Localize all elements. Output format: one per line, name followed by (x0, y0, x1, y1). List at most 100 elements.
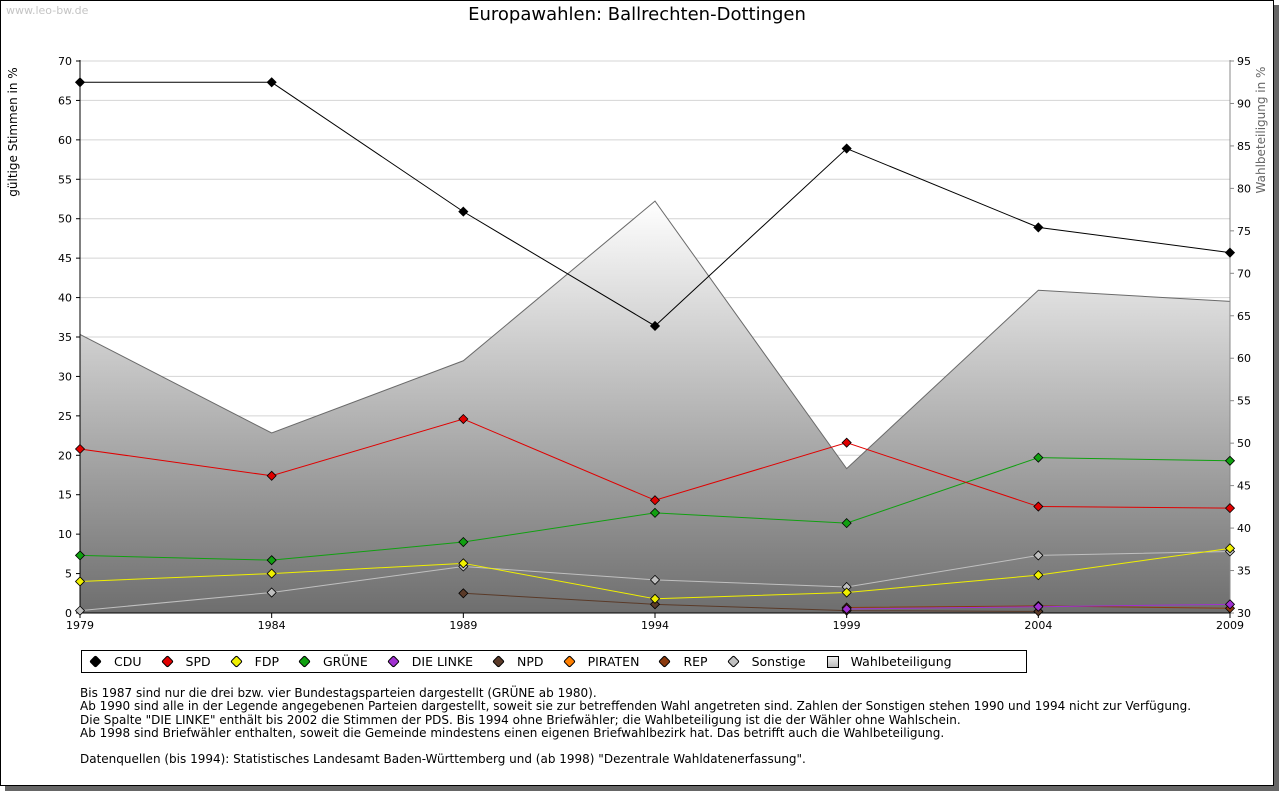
data-point (1033, 550, 1044, 561)
chart-title: Europawahlen: Ballrechten-Dottingen (468, 4, 806, 25)
y-tick-label: 35 (58, 331, 72, 344)
y-tick-label: 10 (58, 528, 72, 541)
y-tick-label: 30 (58, 370, 72, 383)
legend-item: CDU (89, 654, 142, 669)
y-tick-label: 40 (58, 292, 72, 305)
legend-marker (492, 655, 505, 668)
legend-item: SPD (160, 654, 211, 669)
data-point (649, 507, 661, 518)
note-line: Ab 1998 sind Briefwähler enthalten, sowe… (80, 725, 945, 740)
data-point (1033, 501, 1044, 512)
y-tick-label: 0 (65, 607, 72, 620)
x-tick-label: 1984 (258, 619, 286, 632)
legend-label: NPD (517, 654, 544, 669)
legend-item: PIRATEN (562, 654, 639, 669)
legend-label: CDU (114, 654, 142, 669)
data-point (266, 587, 277, 598)
data-point (266, 568, 277, 579)
data-point (841, 518, 852, 529)
legend-label: REP (683, 654, 708, 669)
notes: Bis 1987 sind nur die drei bzw. vier Bun… (80, 686, 1192, 767)
data-point (458, 413, 469, 425)
x-tick-label: 1999 (833, 619, 861, 632)
y2-tick-label: 70 (1237, 267, 1251, 280)
turnout-line (79, 200, 1231, 470)
note-line: Bis 1987 sind nur die drei bzw. vier Bun… (80, 686, 597, 700)
y-tick-label: 25 (58, 410, 72, 423)
data-point (1033, 601, 1044, 612)
y2-tick-label: 80 (1237, 182, 1251, 195)
legend-item: NPD (492, 654, 544, 669)
y2-tick-label: 35 (1237, 565, 1251, 578)
axes: 0 5 10 15 20 25 30 35 40 45 50 55 60 65 70 30 35 40 45 50 55… (58, 55, 1251, 632)
note-line: Ab 1990 sind alle in der Legende angegeb… (80, 699, 1192, 714)
x-tick-label: 1994 (641, 619, 669, 632)
legend-label: DIE LINKE (411, 654, 474, 669)
y2-tick-label: 60 (1237, 352, 1251, 365)
data-point (649, 593, 661, 604)
y2-tick-label: 40 (1237, 522, 1251, 535)
y-tick-label: 60 (58, 134, 72, 147)
watermark: www.leo-bw.de (6, 4, 89, 17)
data-point (1224, 599, 1236, 610)
y-tick-label: 45 (58, 252, 72, 265)
data-point (649, 320, 661, 332)
data-point (649, 599, 661, 610)
election-chart: Europawahlen: Ballrechten-Dottingen 0 5 10… (6, 4, 1268, 632)
legend-label: FDP (254, 654, 279, 669)
data-point (458, 588, 469, 599)
x-tick-label: 1979 (66, 619, 94, 632)
data-point (1224, 247, 1236, 258)
turnout-area-fill (80, 201, 1230, 613)
series-line (463, 592, 1039, 612)
legend-marker (229, 655, 243, 668)
data-point (649, 495, 661, 506)
y-tick-label: 5 (65, 568, 72, 581)
data-point (841, 437, 852, 448)
y-axis-label: gültige Stimmen in % (6, 67, 20, 196)
series-spd (74, 413, 1236, 514)
legend-item: REP (658, 654, 708, 669)
legend-marker (562, 655, 576, 668)
y-tick-label: 70 (58, 55, 72, 68)
data-point (266, 555, 277, 566)
y2-axis-label: Wahlbeteiligung in % (1254, 67, 1268, 194)
data-source: Datenquellen (bis 1994): Statistisches L… (80, 752, 806, 767)
data-point (1224, 503, 1236, 514)
legend-label: Sonstige (751, 654, 806, 669)
y-tick-label: 20 (58, 449, 72, 462)
series-die-linke (841, 599, 1236, 615)
data-point (1224, 455, 1236, 466)
data-point (1033, 570, 1044, 581)
y2-tick-label: 30 (1237, 607, 1251, 620)
data-point (74, 443, 86, 455)
data-point (1033, 222, 1044, 233)
y2-tick-label: 55 (1237, 395, 1251, 408)
data-point (841, 587, 852, 598)
note-line: Die Spalte "DIE LINKE" enthält bis 2002 … (80, 712, 961, 727)
y2-tick-label: 65 (1237, 310, 1251, 323)
legend-marker (826, 655, 839, 668)
data-point (74, 576, 86, 587)
data-point (841, 603, 852, 615)
legend: CDU SPD FDP GRÜNE DIE LINKE NPD PIRATEN REP Sons… (81, 650, 1027, 673)
legend-marker (160, 655, 174, 668)
data-point (266, 470, 277, 481)
legend-item: GRÜNE (298, 654, 368, 669)
y2-tick-label: 85 (1237, 140, 1251, 153)
y2-tick-label: 95 (1237, 55, 1251, 68)
data-point (74, 605, 86, 616)
legend-item: DIE LINKE (386, 654, 474, 669)
data-point (74, 550, 86, 561)
legend-marker (726, 655, 740, 668)
x-tick-label: 2009 (1216, 619, 1244, 632)
x-tick-label: 1989 (449, 619, 477, 632)
data-point (458, 536, 469, 548)
data-point (458, 558, 469, 569)
legend-item: FDP (229, 654, 279, 669)
data-point (649, 574, 661, 585)
y-tick-label: 65 (58, 94, 72, 107)
data-point (458, 206, 469, 217)
legend-marker (89, 655, 102, 668)
data-point (1224, 543, 1236, 554)
